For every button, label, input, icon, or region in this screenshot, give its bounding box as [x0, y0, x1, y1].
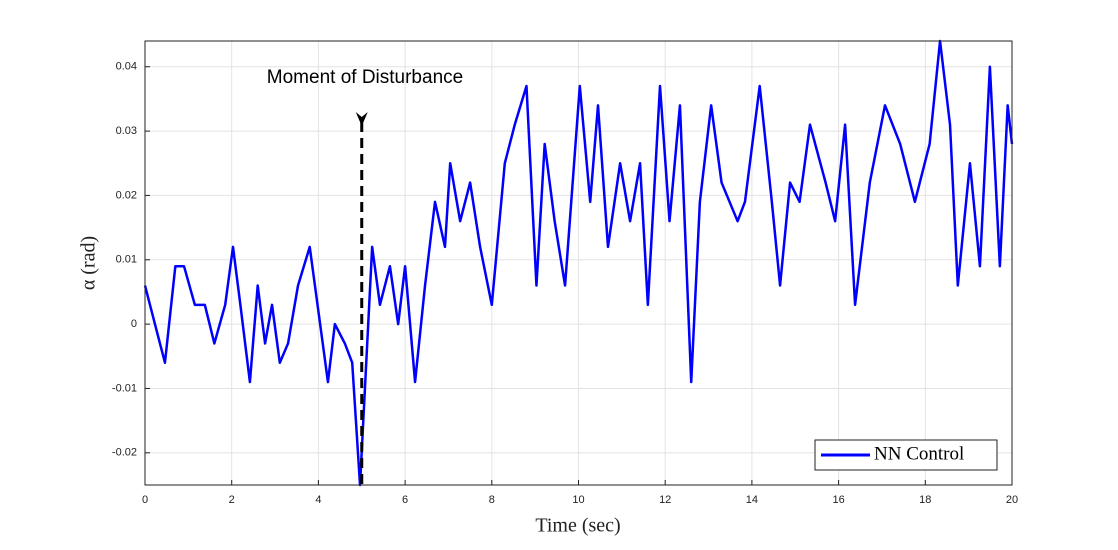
x-tick-label: 4	[315, 494, 321, 506]
annotation-arrow	[355, 112, 368, 126]
data-line	[143, 39, 1014, 487]
x-tick-label: 12	[659, 494, 671, 506]
x-tick-label: 2	[229, 494, 235, 506]
x-tick-label: 20	[1006, 494, 1018, 506]
x-tick-label: 14	[746, 494, 758, 506]
y-axis-title: α (rad)	[78, 236, 100, 290]
x-tick-label: 10	[572, 494, 584, 506]
y-tick-label: 0.02	[116, 189, 137, 201]
x-tick-label: 18	[919, 494, 931, 506]
legend-label: NN Control	[874, 443, 964, 464]
x-tick-label: 0	[142, 494, 148, 506]
y-tick-label: 0	[131, 318, 137, 330]
x-axis-title: Time (sec)	[535, 515, 620, 537]
y-tick-label: 0.04	[116, 61, 137, 73]
y-tick-label: 0.01	[116, 254, 137, 266]
x-tick-label: 16	[832, 494, 844, 506]
x-tick-label: 8	[489, 494, 495, 506]
x-tick-label: 6	[402, 494, 408, 506]
y-tick-label: 0.03	[116, 125, 137, 137]
annotation-text: Moment of Disturbance	[267, 67, 463, 88]
y-tick-label: -0.01	[112, 382, 137, 394]
y-tick-label: -0.02	[112, 447, 137, 459]
